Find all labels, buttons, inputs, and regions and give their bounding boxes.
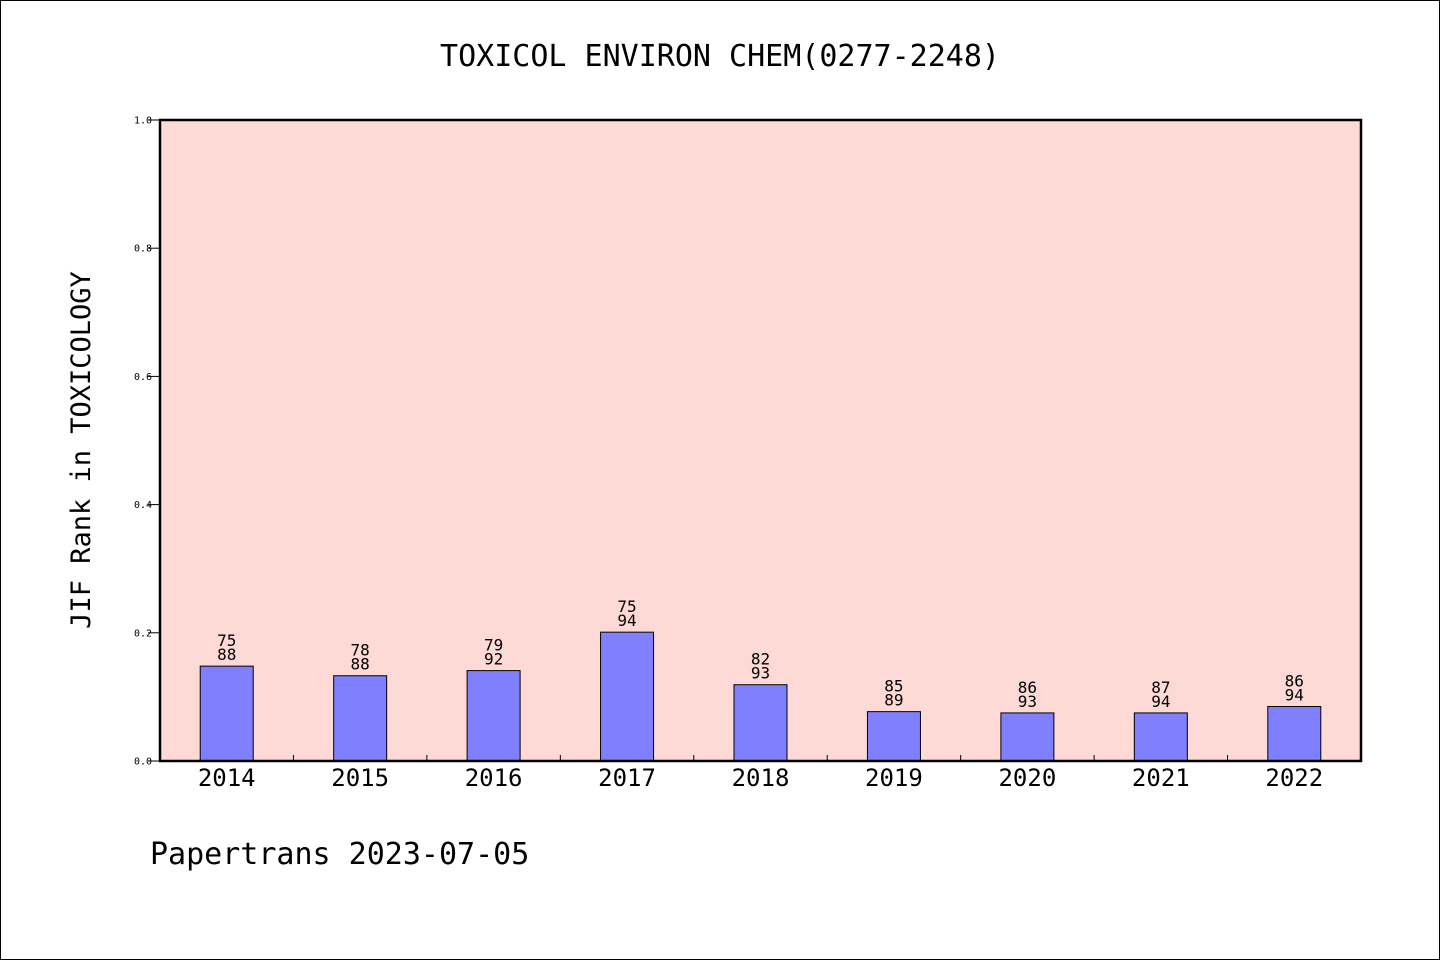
x-tick-label-2018: 2018 xyxy=(732,764,790,792)
x-tick-label-2022: 2022 xyxy=(1265,764,1323,792)
data-label-top-2014: 75 xyxy=(217,631,236,650)
bar-2020 xyxy=(1000,712,1055,762)
data-label-top-2021: 87 xyxy=(1151,678,1170,697)
y-tick-label-0: 0.0 xyxy=(134,757,152,768)
y-tick-label-3: 0.6 xyxy=(134,372,152,383)
data-label-bottom-2015: 88 xyxy=(351,655,370,674)
data-label-top-2018: 82 xyxy=(751,650,770,669)
plot-area xyxy=(160,120,1361,761)
data-label-bottom-2020: 93 xyxy=(1018,692,1037,711)
y-tick-label-4: 0.8 xyxy=(134,244,152,255)
bar-2021 xyxy=(1133,712,1188,762)
x-tick-label-2019: 2019 xyxy=(865,764,923,792)
bar-2016 xyxy=(466,670,521,762)
data-label-top-2017: 75 xyxy=(617,597,636,616)
data-label-top-2020: 86 xyxy=(1018,678,1037,697)
data-label-bottom-2017: 94 xyxy=(617,611,636,630)
y-axis-label: JIF Rank in TOXICOLOGY xyxy=(66,271,97,629)
x-tick-label-2015: 2015 xyxy=(331,764,389,792)
x-tick-label-2017: 2017 xyxy=(598,764,656,792)
y-tick-label-5: 1.0 xyxy=(134,116,152,127)
x-tick-label-2021: 2021 xyxy=(1132,764,1190,792)
data-label-bottom-2014: 88 xyxy=(217,645,236,664)
bar-2018 xyxy=(733,684,788,762)
data-label-top-2022: 86 xyxy=(1285,672,1304,691)
y-tick-label-2: 0.4 xyxy=(134,500,152,511)
plot-border xyxy=(158,118,1363,763)
bar-2019 xyxy=(866,711,921,762)
x-tick-label-2014: 2014 xyxy=(198,764,256,792)
bar-2022 xyxy=(1267,706,1322,762)
data-label-top-2019: 85 xyxy=(884,677,903,696)
data-label-bottom-2018: 93 xyxy=(751,664,770,683)
data-label-top-2015: 78 xyxy=(351,641,370,660)
x-tick-label-2020: 2020 xyxy=(998,764,1056,792)
footer-text: Papertrans 2023-07-05 xyxy=(150,837,529,872)
bar-2015 xyxy=(333,675,388,762)
bar-2014 xyxy=(199,665,254,762)
data-label-bottom-2021: 94 xyxy=(1151,692,1170,711)
data-label-bottom-2019: 89 xyxy=(884,691,903,710)
data-label-top-2016: 79 xyxy=(484,636,503,655)
bar-2017 xyxy=(600,631,655,762)
data-label-bottom-2022: 94 xyxy=(1285,686,1304,705)
y-tick-label-1: 0.2 xyxy=(134,628,152,639)
data-label-bottom-2016: 92 xyxy=(484,650,503,669)
chart-title: TOXICOL ENVIRON CHEM(0277-2248) xyxy=(440,39,1000,74)
x-tick-label-2016: 2016 xyxy=(465,764,523,792)
